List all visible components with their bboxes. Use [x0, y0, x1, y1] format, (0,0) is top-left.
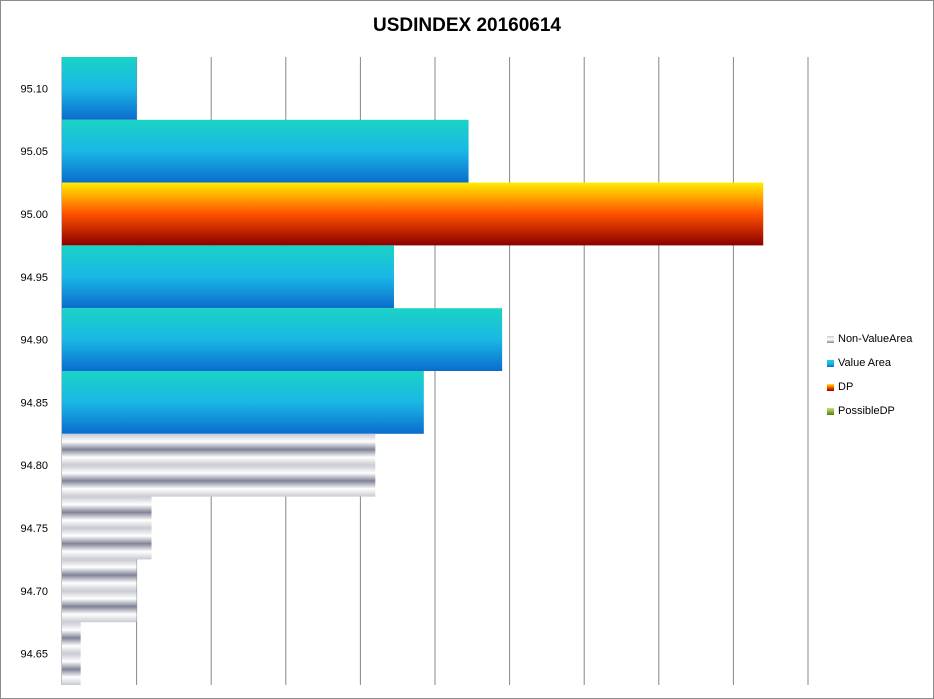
y-tick-label: 94.80 [20, 460, 48, 472]
bar-non-value-area [62, 528, 152, 560]
bar-value-area [62, 371, 424, 434]
bar-non-value-area [62, 559, 137, 591]
y-tick-label: 94.70 [20, 586, 48, 598]
bar-non-value-area [62, 622, 81, 654]
bar-non-value-area [62, 496, 152, 528]
legend-label: DP [838, 381, 854, 393]
legend-item: PossibleDP [827, 399, 912, 423]
legend-swatch [827, 335, 834, 343]
chart-title: USDINDEX 20160614 [373, 15, 561, 36]
bar-non-value-area [62, 590, 137, 623]
legend-swatch [827, 383, 834, 391]
bar-value-area [62, 119, 469, 183]
legend-item: DP [827, 375, 912, 399]
legend-item: Value Area [827, 351, 912, 375]
y-tick-label: 94.95 [20, 272, 48, 284]
y-tick-label: 95.10 [20, 83, 48, 95]
y-tick-label: 94.65 [20, 649, 48, 661]
y-tick-label: 95.00 [20, 209, 48, 221]
bar-value-area [62, 308, 503, 371]
bar-non-value-area [62, 433, 376, 466]
legend-label: PossibleDP [838, 405, 895, 417]
legend-label: Value Area [838, 357, 892, 369]
bar-dp [62, 182, 764, 246]
legend-swatch [827, 359, 834, 367]
bar-value-area [62, 245, 394, 309]
y-tick-label: 94.75 [20, 523, 48, 535]
legend-swatch [827, 407, 834, 415]
y-tick-label: 95.05 [20, 146, 48, 158]
bar-non-value-area [62, 465, 376, 497]
bar-non-value-area [62, 653, 81, 685]
y-tick-label: 94.85 [20, 397, 48, 409]
legend: Non-ValueArea Value Area DP PossibleDP [827, 327, 912, 423]
legend-label: Non-ValueArea [838, 333, 913, 345]
bar-value-area [62, 57, 137, 120]
legend-item: Non-ValueArea [827, 327, 912, 351]
y-tick-label: 94.90 [20, 335, 48, 347]
